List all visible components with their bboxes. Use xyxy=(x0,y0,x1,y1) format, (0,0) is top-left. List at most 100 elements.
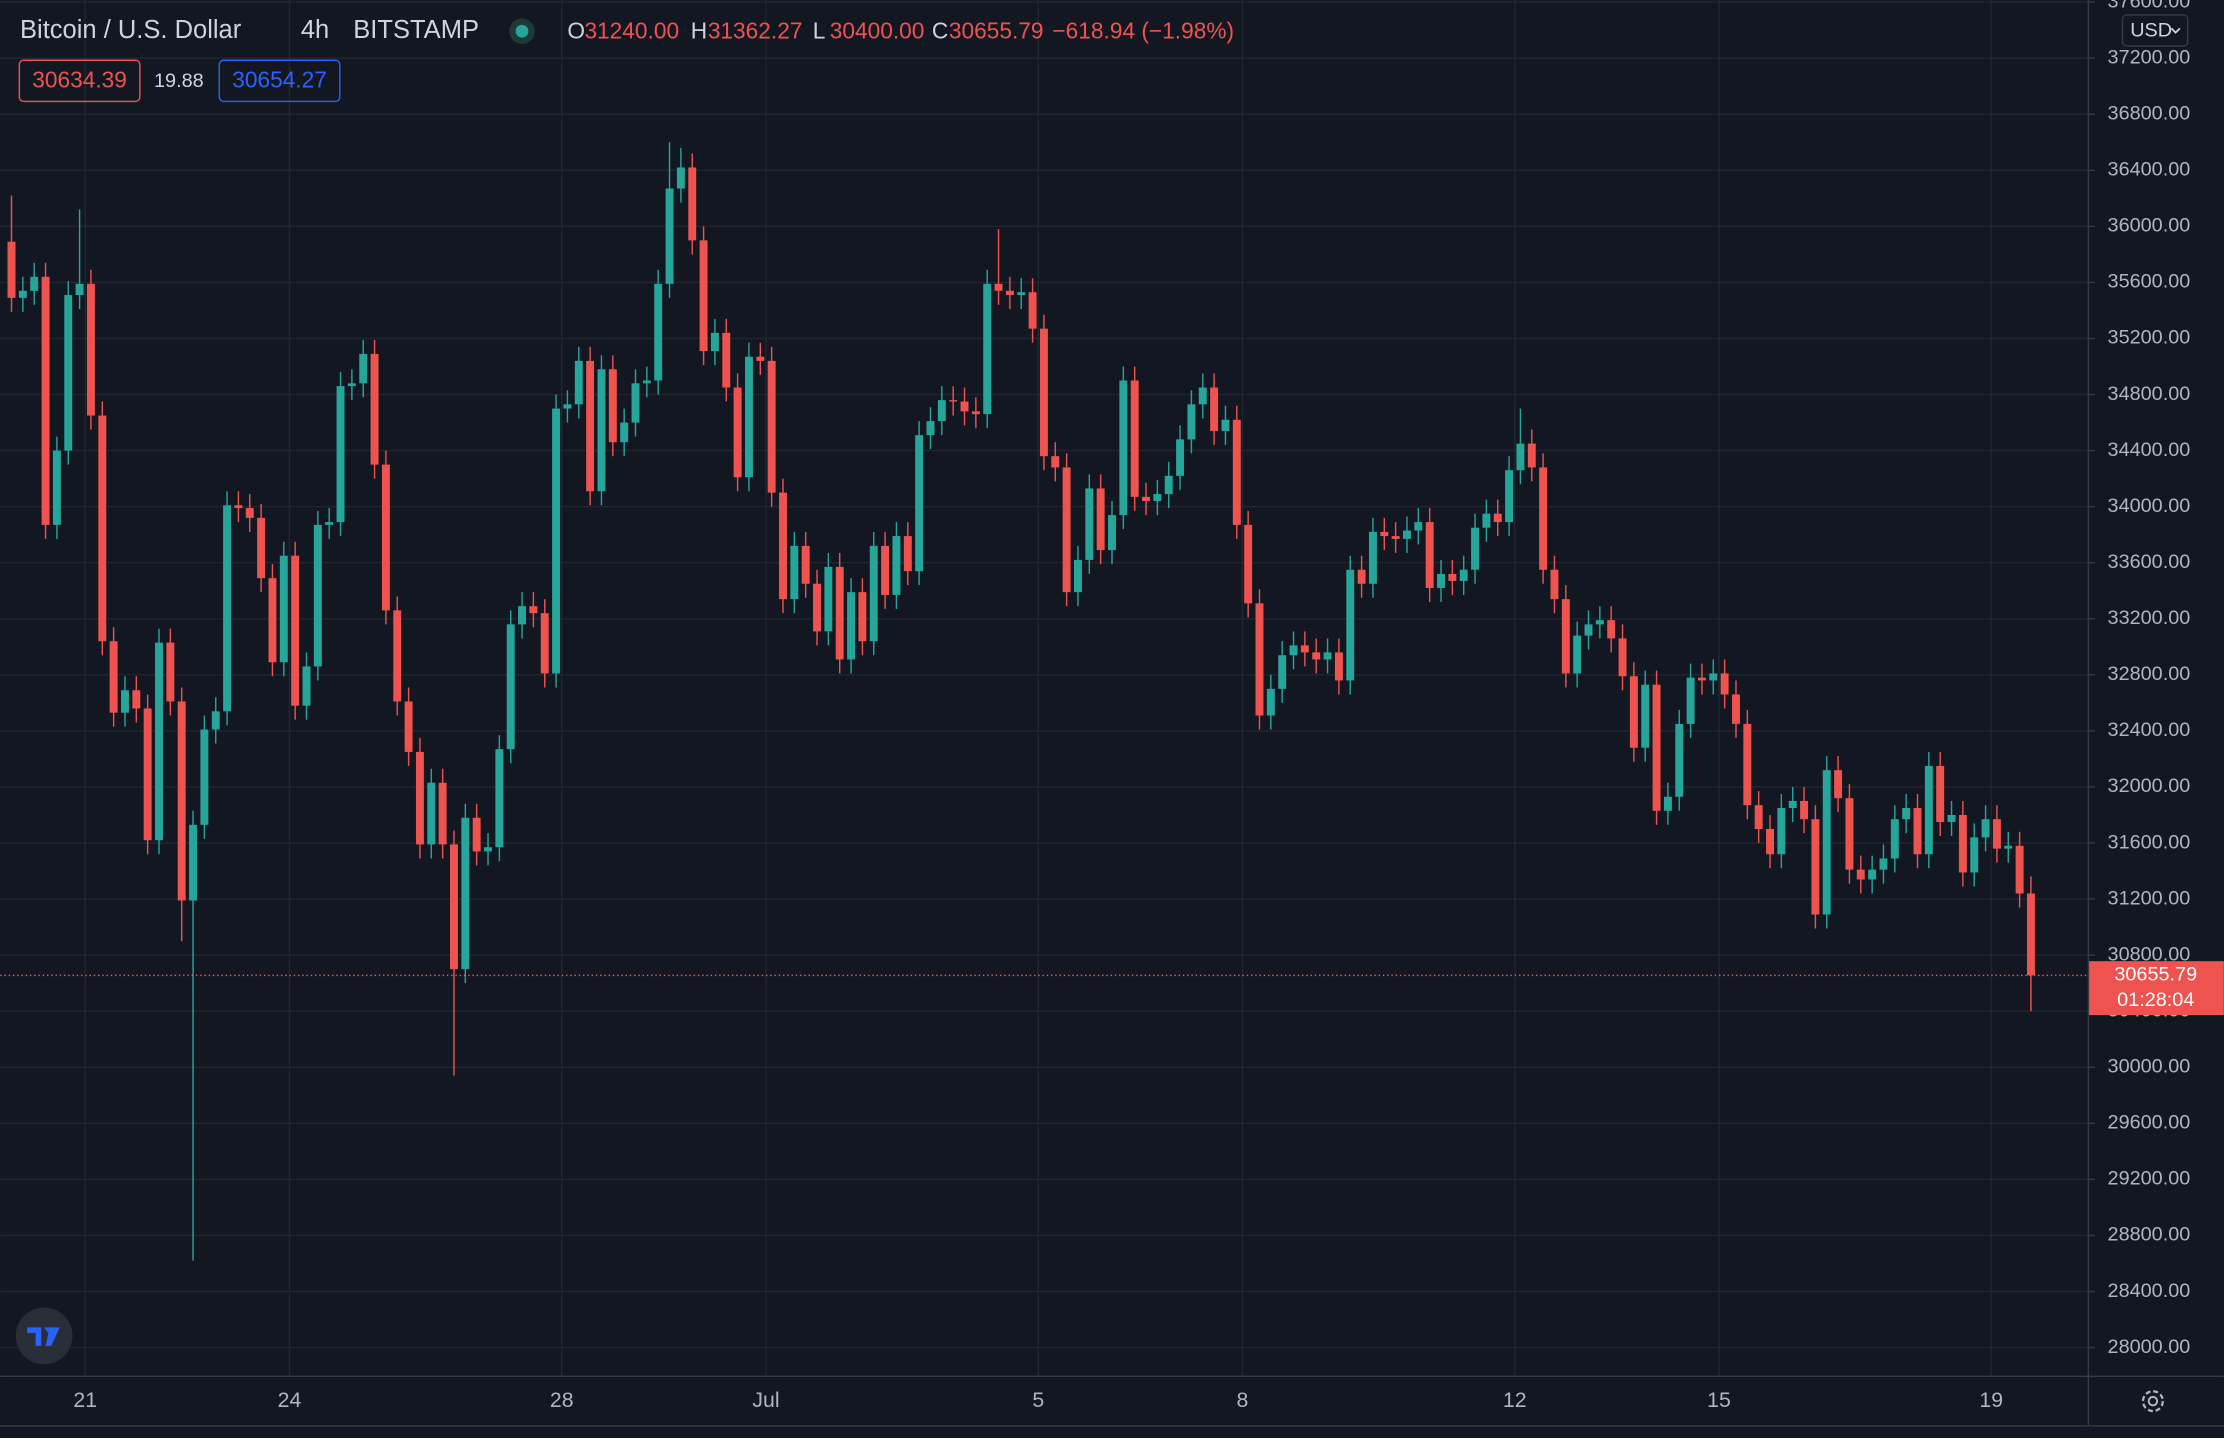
candle-body xyxy=(1119,380,1128,516)
ohlc-value: 31362.27 xyxy=(708,18,803,44)
candle-body xyxy=(779,492,787,600)
candle-body xyxy=(869,545,878,642)
y-tick-label: 31600.00 xyxy=(2108,831,2191,853)
candle-body xyxy=(291,555,300,706)
candle-body xyxy=(1516,443,1525,471)
candle-body xyxy=(756,356,765,361)
candle-body xyxy=(597,369,606,492)
interval[interactable]: 4h xyxy=(301,16,329,44)
candle-body xyxy=(18,290,27,298)
y-tick-label: 33600.00 xyxy=(2108,551,2191,573)
candle-body xyxy=(1289,645,1298,656)
x-tick-label: 21 xyxy=(73,1388,97,1412)
candle-body xyxy=(1595,620,1604,625)
candle-body xyxy=(7,241,16,298)
candle-body xyxy=(1482,513,1491,528)
gear-center xyxy=(2147,1395,2159,1407)
ask-box[interactable] xyxy=(218,59,341,103)
candle-body xyxy=(1788,800,1797,808)
candle-body xyxy=(608,369,617,443)
candle-body xyxy=(1902,807,1911,820)
ohlc-key: O xyxy=(567,18,585,44)
candle-body xyxy=(189,824,198,901)
currency[interactable]: USD xyxy=(2130,19,2172,41)
candle-body xyxy=(1357,569,1366,584)
x-tick-label: 5 xyxy=(1032,1388,1044,1412)
y-tick-label: 30800.00 xyxy=(2108,943,2191,965)
candle-body xyxy=(1890,819,1899,859)
candle-body xyxy=(347,383,356,387)
candle-body xyxy=(1210,387,1219,431)
candle-body xyxy=(1834,770,1843,799)
candle-body xyxy=(472,817,481,852)
candle-body xyxy=(971,411,980,415)
bid-box[interactable] xyxy=(18,59,141,103)
x-tick-label: Jul xyxy=(752,1388,779,1412)
candle-body xyxy=(1629,676,1638,748)
candle-body xyxy=(30,276,39,291)
axes: 28000.00 28400.00 28800.00 29200.00 29600.00… xyxy=(73,0,2224,1412)
candle-body xyxy=(1403,530,1411,539)
candle-body xyxy=(415,751,424,845)
currency-button[interactable] xyxy=(2121,14,2189,47)
candle-body xyxy=(120,690,129,713)
candle-body xyxy=(1198,387,1207,405)
candle-body xyxy=(1561,599,1570,674)
candle-body xyxy=(1051,456,1060,468)
candle-body xyxy=(109,641,118,713)
y-tick-label: 33200.00 xyxy=(2108,607,2191,629)
candle-body xyxy=(381,464,390,611)
candle-body xyxy=(234,505,243,509)
candle-body xyxy=(313,524,322,667)
y-tick-label: 36000.00 xyxy=(2108,215,2191,237)
candle-body xyxy=(1493,513,1502,523)
candle-body xyxy=(1652,684,1661,811)
candle-body xyxy=(1153,494,1162,502)
candle-body xyxy=(268,578,277,663)
logo[interactable] xyxy=(15,1307,73,1365)
candle-body xyxy=(427,782,436,845)
symbol: Bitcoin / U.S. Dollar xyxy=(20,16,242,44)
y-tick-label: 32400.00 xyxy=(2108,719,2191,741)
candle-body xyxy=(983,283,992,415)
candle-body xyxy=(1278,655,1287,689)
ask[interactable]: 30654.27 xyxy=(232,67,327,93)
candle-body xyxy=(1641,684,1650,748)
settings[interactable] xyxy=(2141,1390,2164,1413)
ohlc-value: 30400.00 xyxy=(830,18,925,44)
candle-body xyxy=(1437,573,1445,588)
candle-body xyxy=(1720,673,1729,695)
candle-body xyxy=(1255,603,1264,716)
candle-body xyxy=(1958,814,1967,873)
candle-body xyxy=(279,555,288,663)
candle-body xyxy=(813,583,821,632)
candle-body xyxy=(1527,443,1536,468)
bid[interactable]: 30634.39 xyxy=(32,67,127,93)
candle-body xyxy=(1028,292,1037,329)
candle-body xyxy=(1992,819,2001,849)
candle-body xyxy=(1459,569,1468,581)
candle-body xyxy=(1505,470,1514,523)
last-price-label: 30655.79 xyxy=(2114,964,2197,986)
y-tick-label: 34400.00 xyxy=(2108,439,2191,461)
candle-body xyxy=(858,592,867,642)
candle-body xyxy=(86,283,95,416)
candle-body xyxy=(1017,292,1026,296)
candle-body xyxy=(177,701,186,901)
candle-body xyxy=(1777,807,1786,855)
candle-body xyxy=(1879,858,1888,870)
candle-body xyxy=(1414,522,1423,531)
candle-body xyxy=(903,536,912,572)
candle-body xyxy=(336,386,345,523)
candle-body xyxy=(1300,645,1309,653)
candle-body xyxy=(1391,536,1400,539)
candle-body xyxy=(1187,404,1196,440)
candle-body xyxy=(915,435,924,572)
y-tick-label: 32000.00 xyxy=(2108,775,2191,797)
candle-body xyxy=(540,613,549,674)
candle-body xyxy=(1130,380,1139,497)
y-tick-label: 28400.00 xyxy=(2108,1280,2191,1302)
y-tick-label: 34800.00 xyxy=(2108,383,2191,405)
candle-body xyxy=(824,566,833,632)
